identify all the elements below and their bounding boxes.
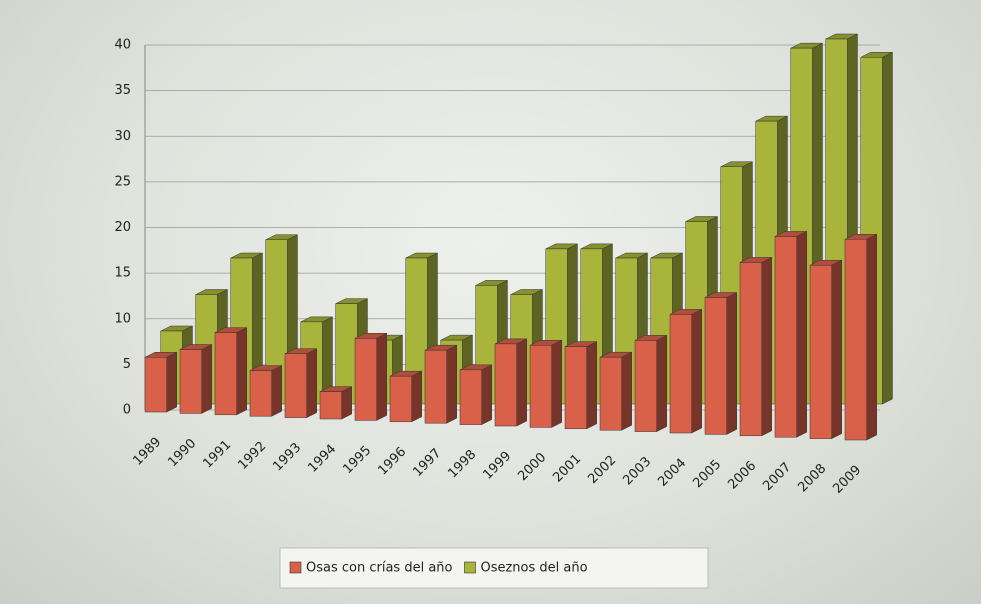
legend-label: Osas con crías del año xyxy=(306,561,453,576)
x-tick-label: 2005 xyxy=(690,457,724,491)
bar xyxy=(634,340,657,432)
bar xyxy=(739,262,762,437)
bar-side xyxy=(271,365,282,417)
bar-side xyxy=(551,339,562,428)
y-tick-label: 25 xyxy=(114,174,131,189)
bar-side xyxy=(761,257,772,437)
bar-side xyxy=(691,308,702,434)
x-tick-label: 1989 xyxy=(130,435,164,469)
bar xyxy=(179,349,202,414)
legend-swatch xyxy=(464,561,476,574)
x-tick-label: 1990 xyxy=(165,436,199,470)
y-tick-label: 40 xyxy=(114,38,131,53)
bar-side xyxy=(166,351,177,413)
bar xyxy=(599,356,622,431)
x-tick-label: 2007 xyxy=(760,460,794,494)
bar xyxy=(389,375,412,423)
bar xyxy=(144,357,167,413)
bar-side xyxy=(866,233,877,441)
x-tick-label: 1992 xyxy=(235,439,269,473)
bar-side xyxy=(376,332,387,421)
bar xyxy=(284,353,307,418)
y-tick-label: 10 xyxy=(114,311,131,326)
bar-side xyxy=(726,292,737,435)
y-tick-label: 20 xyxy=(114,220,131,235)
bar-side xyxy=(411,370,422,423)
y-tick-label: 35 xyxy=(114,83,131,98)
legend-box xyxy=(279,547,709,589)
bar xyxy=(704,297,727,435)
bar-side xyxy=(516,338,527,427)
x-tick-label: 1997 xyxy=(410,446,444,480)
bar xyxy=(249,370,272,417)
bar-side xyxy=(341,386,352,420)
bar xyxy=(494,343,517,427)
bar xyxy=(529,345,552,428)
bar-side xyxy=(236,327,247,416)
x-tick-label: 2008 xyxy=(795,461,829,495)
y-tick-label: 15 xyxy=(114,266,131,281)
bar xyxy=(774,236,797,438)
bar-side xyxy=(586,341,597,430)
x-tick-label: 2000 xyxy=(515,450,549,484)
x-tick-label: 2009 xyxy=(830,463,864,497)
x-tick-label: 1995 xyxy=(340,443,374,477)
bar-side xyxy=(481,364,492,426)
x-tick-label: 1991 xyxy=(200,437,234,471)
bar-side xyxy=(796,231,807,438)
bar-side xyxy=(201,344,212,414)
y-tick-label: 5 xyxy=(123,357,131,372)
bar xyxy=(354,338,377,421)
y-tick-label: 30 xyxy=(114,129,131,144)
bar xyxy=(319,391,342,420)
bar-side xyxy=(621,351,632,431)
x-tick-label: 2002 xyxy=(585,453,619,487)
x-tick-label: 1998 xyxy=(445,447,479,481)
x-tick-label: 1999 xyxy=(480,449,514,483)
bar xyxy=(459,369,482,425)
y-tick-label: 0 xyxy=(123,403,131,418)
x-tick-label: 2001 xyxy=(550,451,584,485)
bar xyxy=(669,314,692,434)
bar-side xyxy=(882,51,893,405)
bar xyxy=(564,346,587,430)
x-tick-label: 2004 xyxy=(655,456,689,490)
bar xyxy=(809,264,832,439)
bar-side xyxy=(831,259,842,440)
legend-swatch xyxy=(289,561,302,574)
bar xyxy=(214,332,237,416)
bar xyxy=(844,239,867,441)
x-tick-label: 1993 xyxy=(270,440,304,474)
legend-label: Oseznos del año xyxy=(480,561,587,576)
x-tick-label: 2003 xyxy=(620,454,654,488)
bar-side xyxy=(446,344,457,424)
bar-side xyxy=(656,334,667,433)
x-tick-label: 1994 xyxy=(305,442,339,476)
bar-side xyxy=(306,348,317,419)
bar xyxy=(424,349,447,424)
x-tick-label: 1996 xyxy=(375,444,409,478)
x-tick-label: 2006 xyxy=(725,458,759,492)
